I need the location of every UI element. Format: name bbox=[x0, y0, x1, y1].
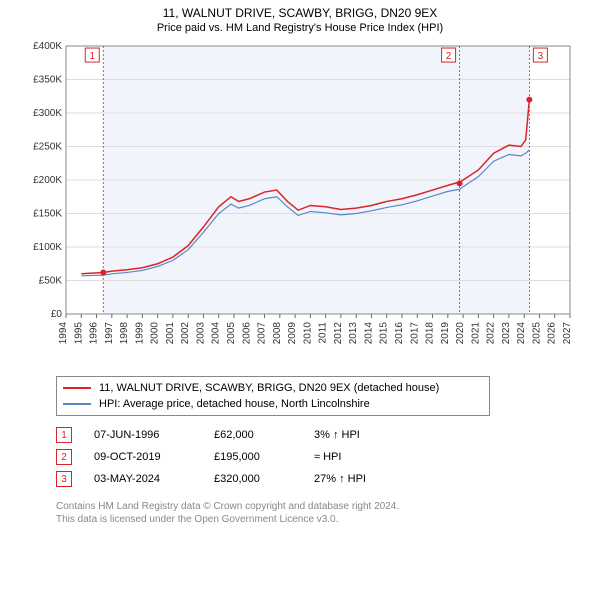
svg-text:2003: 2003 bbox=[195, 322, 206, 345]
legend-label: HPI: Average price, detached house, Nort… bbox=[99, 398, 370, 410]
svg-text:1996: 1996 bbox=[89, 322, 100, 345]
svg-text:2008: 2008 bbox=[272, 322, 283, 345]
legend-swatch bbox=[63, 403, 91, 405]
svg-text:2019: 2019 bbox=[440, 322, 451, 345]
svg-text:£100K: £100K bbox=[33, 242, 62, 253]
svg-text:2017: 2017 bbox=[409, 322, 420, 345]
svg-text:2025: 2025 bbox=[531, 322, 542, 345]
event-marker: 2 bbox=[56, 449, 72, 465]
svg-text:£200K: £200K bbox=[33, 175, 62, 186]
svg-text:2024: 2024 bbox=[516, 322, 527, 345]
svg-text:£350K: £350K bbox=[33, 75, 62, 86]
chart-subtitle: Price paid vs. HM Land Registry's House … bbox=[10, 22, 590, 34]
svg-text:2010: 2010 bbox=[302, 322, 313, 345]
svg-text:2015: 2015 bbox=[379, 322, 390, 345]
events-table: 1 07-JUN-1996 £62,000 3% ↑ HPI 2 09-OCT-… bbox=[56, 424, 590, 490]
event-note: 3% ↑ HPI bbox=[314, 429, 590, 441]
legend-label: 11, WALNUT DRIVE, SCAWBY, BRIGG, DN20 9E… bbox=[99, 382, 439, 394]
svg-text:2005: 2005 bbox=[226, 322, 237, 345]
svg-text:£150K: £150K bbox=[33, 209, 62, 220]
svg-text:2006: 2006 bbox=[241, 322, 252, 345]
event-row: 3 03-MAY-2024 £320,000 27% ↑ HPI bbox=[56, 468, 590, 490]
svg-text:£0: £0 bbox=[51, 309, 63, 320]
svg-text:2011: 2011 bbox=[318, 322, 329, 344]
svg-text:£400K: £400K bbox=[33, 41, 62, 52]
svg-text:2014: 2014 bbox=[363, 322, 374, 345]
svg-text:£300K: £300K bbox=[33, 108, 62, 119]
svg-text:1997: 1997 bbox=[104, 322, 115, 345]
svg-text:1999: 1999 bbox=[134, 322, 145, 345]
svg-text:2001: 2001 bbox=[165, 322, 176, 345]
legend-item: HPI: Average price, detached house, Nort… bbox=[63, 396, 483, 412]
chart-title: 11, WALNUT DRIVE, SCAWBY, BRIGG, DN20 9E… bbox=[10, 6, 590, 20]
event-date: 09-OCT-2019 bbox=[94, 451, 214, 463]
event-note: 27% ↑ HPI bbox=[314, 473, 590, 485]
svg-text:2022: 2022 bbox=[486, 322, 497, 345]
event-marker: 1 bbox=[56, 427, 72, 443]
svg-text:2004: 2004 bbox=[211, 322, 222, 345]
svg-text:2016: 2016 bbox=[394, 322, 405, 345]
svg-text:1995: 1995 bbox=[73, 322, 84, 345]
svg-text:1: 1 bbox=[89, 51, 95, 62]
footer-line: Contains HM Land Registry data © Crown c… bbox=[56, 500, 590, 513]
footer-line: This data is licensed under the Open Gov… bbox=[56, 513, 590, 526]
svg-text:2013: 2013 bbox=[348, 322, 359, 345]
event-price: £320,000 bbox=[214, 473, 314, 485]
legend-swatch bbox=[63, 387, 91, 389]
svg-text:2009: 2009 bbox=[287, 322, 298, 345]
svg-text:2020: 2020 bbox=[455, 322, 466, 345]
svg-text:2027: 2027 bbox=[562, 322, 573, 345]
price-chart: £0 £50K £100K £150K £200K £250K £300K £350K £400… bbox=[20, 40, 580, 370]
event-note: ≈ HPI bbox=[314, 451, 590, 463]
svg-text:2026: 2026 bbox=[547, 322, 558, 345]
svg-text:2007: 2007 bbox=[257, 322, 268, 345]
event-row: 1 07-JUN-1996 £62,000 3% ↑ HPI bbox=[56, 424, 590, 446]
svg-text:1994: 1994 bbox=[58, 322, 69, 345]
footer: Contains HM Land Registry data © Crown c… bbox=[56, 500, 590, 526]
svg-text:2: 2 bbox=[446, 51, 452, 62]
legend-item: 11, WALNUT DRIVE, SCAWBY, BRIGG, DN20 9E… bbox=[63, 380, 483, 396]
svg-text:£50K: £50K bbox=[39, 276, 63, 287]
svg-text:2023: 2023 bbox=[501, 322, 512, 345]
event-price: £62,000 bbox=[214, 429, 314, 441]
svg-text:2012: 2012 bbox=[333, 322, 344, 345]
event-marker: 3 bbox=[56, 471, 72, 487]
svg-text:2018: 2018 bbox=[425, 322, 436, 345]
event-date: 07-JUN-1996 bbox=[94, 429, 214, 441]
svg-text:3: 3 bbox=[538, 51, 544, 62]
svg-text:£250K: £250K bbox=[33, 142, 62, 153]
event-price: £195,000 bbox=[214, 451, 314, 463]
svg-text:2021: 2021 bbox=[470, 322, 481, 345]
legend: 11, WALNUT DRIVE, SCAWBY, BRIGG, DN20 9E… bbox=[56, 376, 490, 416]
svg-text:2002: 2002 bbox=[180, 322, 191, 345]
svg-text:2000: 2000 bbox=[150, 322, 161, 345]
event-row: 2 09-OCT-2019 £195,000 ≈ HPI bbox=[56, 446, 590, 468]
svg-text:1998: 1998 bbox=[119, 322, 130, 345]
event-date: 03-MAY-2024 bbox=[94, 473, 214, 485]
